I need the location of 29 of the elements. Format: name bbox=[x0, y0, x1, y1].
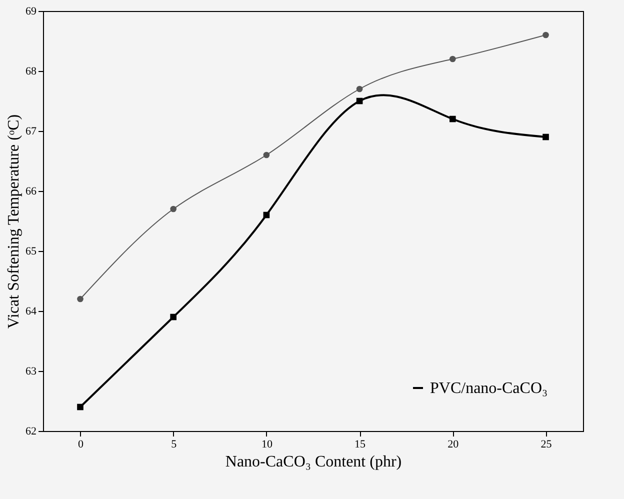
point bbox=[356, 98, 363, 104]
y-tick-label: 66 bbox=[26, 186, 37, 198]
x-tick-label: 5 bbox=[171, 438, 178, 450]
point bbox=[170, 206, 177, 212]
y-tick-label: 64 bbox=[26, 306, 37, 318]
x-tick-label: 25 bbox=[540, 438, 552, 450]
point bbox=[356, 86, 363, 92]
point bbox=[449, 116, 456, 122]
y-tick-label: 62 bbox=[26, 426, 36, 438]
x-tick-label: 0 bbox=[78, 438, 84, 450]
point bbox=[170, 314, 177, 320]
x-tick-label: 15 bbox=[354, 438, 366, 450]
y-tick-label: 69 bbox=[26, 6, 37, 18]
x-axis-title: Nano-CaCO₃ Content (phr) bbox=[225, 454, 402, 470]
point bbox=[77, 296, 84, 302]
point bbox=[263, 212, 270, 218]
y-tick-label: 65 bbox=[26, 246, 37, 258]
y-axis-title: Vicat Softening Temperature (ᵒC) bbox=[6, 114, 22, 329]
y-tick-label: 67 bbox=[26, 126, 37, 138]
point bbox=[77, 404, 84, 410]
y-tick-label: 63 bbox=[26, 366, 37, 378]
point bbox=[542, 134, 549, 140]
x-tick-label: 10 bbox=[261, 438, 273, 450]
point bbox=[542, 32, 549, 38]
point bbox=[263, 152, 270, 158]
legend-label: PVC/nano-CaCO₃ bbox=[430, 380, 548, 397]
x-tick-label: 20 bbox=[448, 438, 460, 450]
point bbox=[449, 56, 456, 62]
y-tick-label: 68 bbox=[26, 66, 37, 78]
